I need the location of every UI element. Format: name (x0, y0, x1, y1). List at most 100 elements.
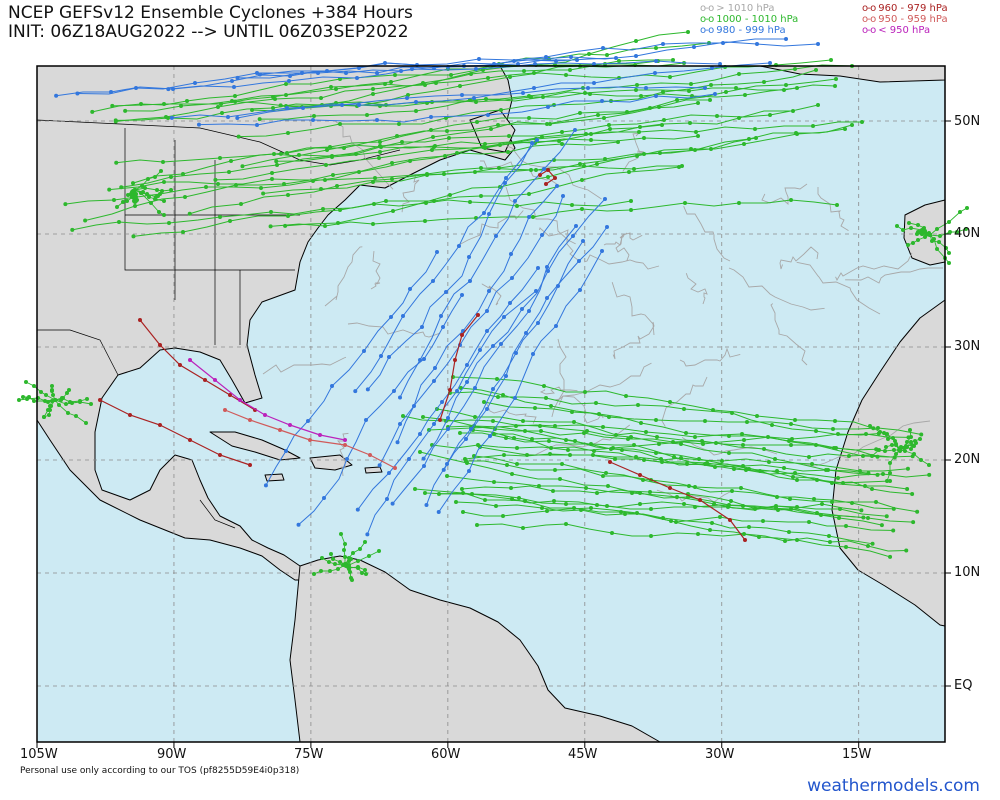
track-point (582, 431, 586, 435)
legend-label: > 1010 hPa (716, 3, 775, 14)
track-point (502, 315, 506, 319)
track-point (218, 215, 222, 219)
track-point (473, 386, 477, 390)
track-point (820, 502, 824, 506)
track-point (109, 90, 113, 94)
track-point (571, 234, 575, 238)
track-point (661, 90, 665, 94)
track-point (57, 403, 61, 407)
track-point (68, 400, 72, 404)
lat-tick-label: EQ (954, 678, 973, 693)
track-point (836, 432, 840, 436)
track-point (338, 122, 342, 126)
track-point (50, 389, 54, 393)
legend-label: 960 - 979 hPa (878, 3, 948, 14)
cyclone-track (728, 267, 825, 311)
track-point (424, 201, 428, 205)
track-point (475, 120, 479, 124)
track-point (345, 457, 349, 461)
track-point (596, 113, 600, 117)
track-point (868, 424, 872, 428)
track-point (335, 184, 339, 188)
track-point (360, 571, 364, 575)
track-point (354, 152, 358, 156)
track-point (686, 30, 690, 34)
track-point (515, 204, 519, 208)
track-point (784, 37, 788, 41)
track-point (153, 175, 157, 179)
cyclone-track (603, 232, 643, 246)
track-point (529, 168, 533, 172)
track-point (916, 238, 920, 242)
track-point (414, 109, 418, 113)
cyclone-track (109, 165, 682, 191)
track-point (816, 42, 820, 46)
track-point (444, 290, 448, 294)
track-point (169, 115, 174, 120)
track-point (447, 136, 451, 140)
legend-label: < 950 hPa (878, 25, 931, 36)
cyclone-track (761, 183, 808, 205)
track-point (32, 399, 36, 403)
track-point (446, 427, 450, 431)
track-point (935, 227, 939, 231)
track-point (768, 61, 772, 65)
track-point (595, 491, 599, 495)
cyclone-track (259, 64, 853, 120)
cyclone-track (370, 251, 381, 290)
track-point (413, 487, 417, 491)
cyclone-track (259, 41, 819, 75)
track-point (269, 210, 273, 214)
track-point (131, 195, 135, 199)
track-point (787, 530, 791, 534)
track-point (183, 195, 187, 199)
track-point (570, 203, 574, 207)
track-point (465, 363, 469, 367)
track-point (624, 394, 628, 398)
track-point (268, 224, 273, 229)
track-point (479, 194, 483, 198)
track-point (608, 127, 612, 131)
track-point (162, 102, 166, 106)
track-point (638, 502, 642, 506)
track-point (600, 249, 604, 253)
track-point (84, 421, 88, 425)
track-point (636, 403, 640, 407)
track-point (572, 420, 576, 424)
track-point (63, 202, 68, 207)
track-point (546, 105, 550, 109)
track-point (506, 150, 510, 154)
track-point (783, 539, 787, 543)
track-point (932, 237, 936, 241)
track-point (301, 106, 305, 110)
track-point (389, 315, 393, 319)
track-point (139, 191, 143, 195)
track-point (378, 150, 382, 154)
track-point (422, 464, 426, 468)
track-point (710, 66, 714, 70)
track-point (64, 402, 68, 406)
cyclone-track (72, 199, 632, 231)
cyclone-track (661, 376, 708, 427)
track-point (568, 68, 572, 72)
cyclone-track (539, 169, 556, 185)
legend-item-950-959: o-o 950 - 959 hPa (862, 14, 948, 25)
cyclone-track (357, 267, 539, 510)
track-point (632, 167, 636, 171)
track-point (274, 159, 279, 164)
cyclone-track (539, 386, 578, 395)
track-point (502, 453, 506, 457)
track-point (560, 462, 564, 466)
track-point (496, 395, 500, 399)
track-point (312, 114, 316, 118)
site-link[interactable]: weathermodels.com (807, 776, 980, 796)
track-point (881, 472, 885, 476)
track-point (385, 497, 389, 501)
track-point (553, 468, 557, 472)
track-point (230, 79, 234, 83)
track-point (487, 289, 491, 293)
cyclone-track (683, 205, 731, 262)
track-point (278, 103, 283, 108)
track-point (530, 437, 534, 441)
track-point (564, 438, 568, 442)
